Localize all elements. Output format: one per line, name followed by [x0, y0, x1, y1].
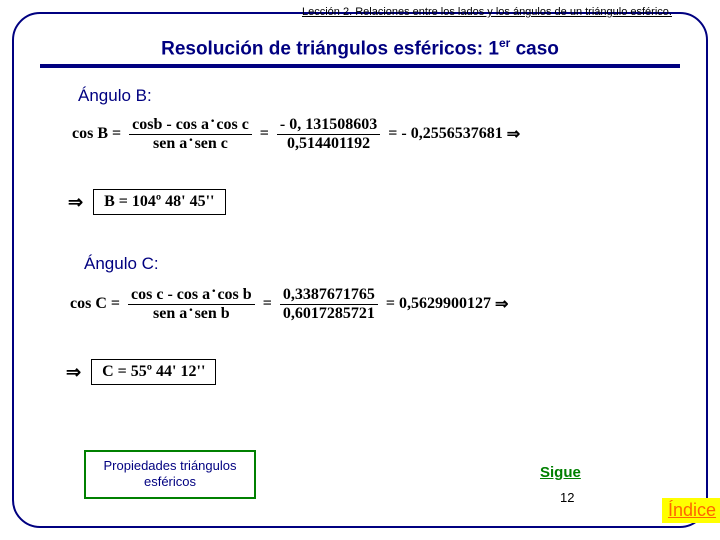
- therefore-icon: ⇒: [66, 362, 81, 383]
- dot: ·: [187, 132, 194, 149]
- implies: ⇒: [491, 294, 508, 314]
- equals: =: [107, 295, 124, 313]
- t: cosb: [132, 116, 162, 133]
- equation-cos-c: cos C = cos c - cos a·cos b sen a·sen b …: [70, 286, 508, 322]
- t: cos c: [216, 116, 248, 133]
- cosc-frac-symbolic: cos c - cos a·cos b sen a·sen b: [128, 286, 255, 322]
- dot: ·: [210, 283, 217, 300]
- t: 0,514401192: [284, 135, 373, 153]
- therefore-icon: ⇒: [68, 192, 83, 213]
- angle-b-label: Ángulo B:: [78, 86, 152, 106]
- index-link[interactable]: Índice: [662, 498, 720, 523]
- title-sup: er: [499, 36, 510, 50]
- equals: =: [382, 295, 399, 313]
- t: sen a: [153, 135, 187, 152]
- t: 0,3387671765: [280, 286, 378, 305]
- t: - 0, 131508603: [277, 116, 380, 135]
- t: -: [162, 116, 175, 133]
- cosb-lhs: cos B: [72, 125, 108, 143]
- title-underline: [40, 64, 680, 68]
- t: 0,6017285721: [280, 305, 378, 323]
- t: sen a: [153, 305, 187, 322]
- implies: ⇒: [503, 124, 520, 144]
- angle-c-box: C = 55º 44' 12'': [91, 359, 216, 385]
- t: cos a: [176, 116, 209, 133]
- t: cos a: [177, 286, 210, 303]
- equals: =: [259, 295, 276, 313]
- equation-cos-b: cos B = cosb - cos a·cos c sen a·sen c =…: [72, 116, 520, 152]
- next-link[interactable]: Sigue: [540, 464, 581, 481]
- t: -: [163, 286, 176, 303]
- equals: =: [256, 125, 273, 143]
- angle-b-box: B = 104º 48' 45'': [93, 189, 225, 215]
- lesson-header: Lección 2. Relaciones entre los lados y …: [302, 6, 672, 18]
- angle-c-result-row: ⇒ C = 55º 44' 12'': [66, 359, 216, 385]
- dot: ·: [187, 302, 194, 319]
- page-number: 12: [560, 490, 574, 505]
- t: cos b: [217, 286, 251, 303]
- cosc-frac-numeric: 0,3387671765 0,6017285721: [280, 286, 378, 322]
- title-pre: Resolución de triángulos esféricos: 1: [161, 38, 499, 59]
- cosb-frac-numeric: - 0, 131508603 0,514401192: [277, 116, 380, 152]
- cosc-lhs: cos C: [70, 295, 107, 313]
- title-post: caso: [510, 38, 559, 59]
- equals: =: [384, 125, 401, 143]
- dot: ·: [209, 113, 216, 130]
- t: cos c: [131, 286, 163, 303]
- properties-button[interactable]: Propiedades triángulos esféricos: [84, 450, 256, 499]
- t: sen b: [195, 305, 230, 322]
- slide-title: Resolución de triángulos esféricos: 1er …: [40, 36, 680, 60]
- angle-c-label: Ángulo C:: [84, 254, 159, 274]
- equals: =: [108, 125, 125, 143]
- angle-b-result-row: ⇒ B = 104º 48' 45'': [68, 189, 226, 215]
- t: sen c: [195, 135, 228, 152]
- cosb-result: - 0,2556537681: [401, 125, 502, 143]
- cosb-frac-symbolic: cosb - cos a·cos c sen a·sen c: [129, 116, 252, 152]
- cosc-result: 0,5629900127: [399, 295, 491, 313]
